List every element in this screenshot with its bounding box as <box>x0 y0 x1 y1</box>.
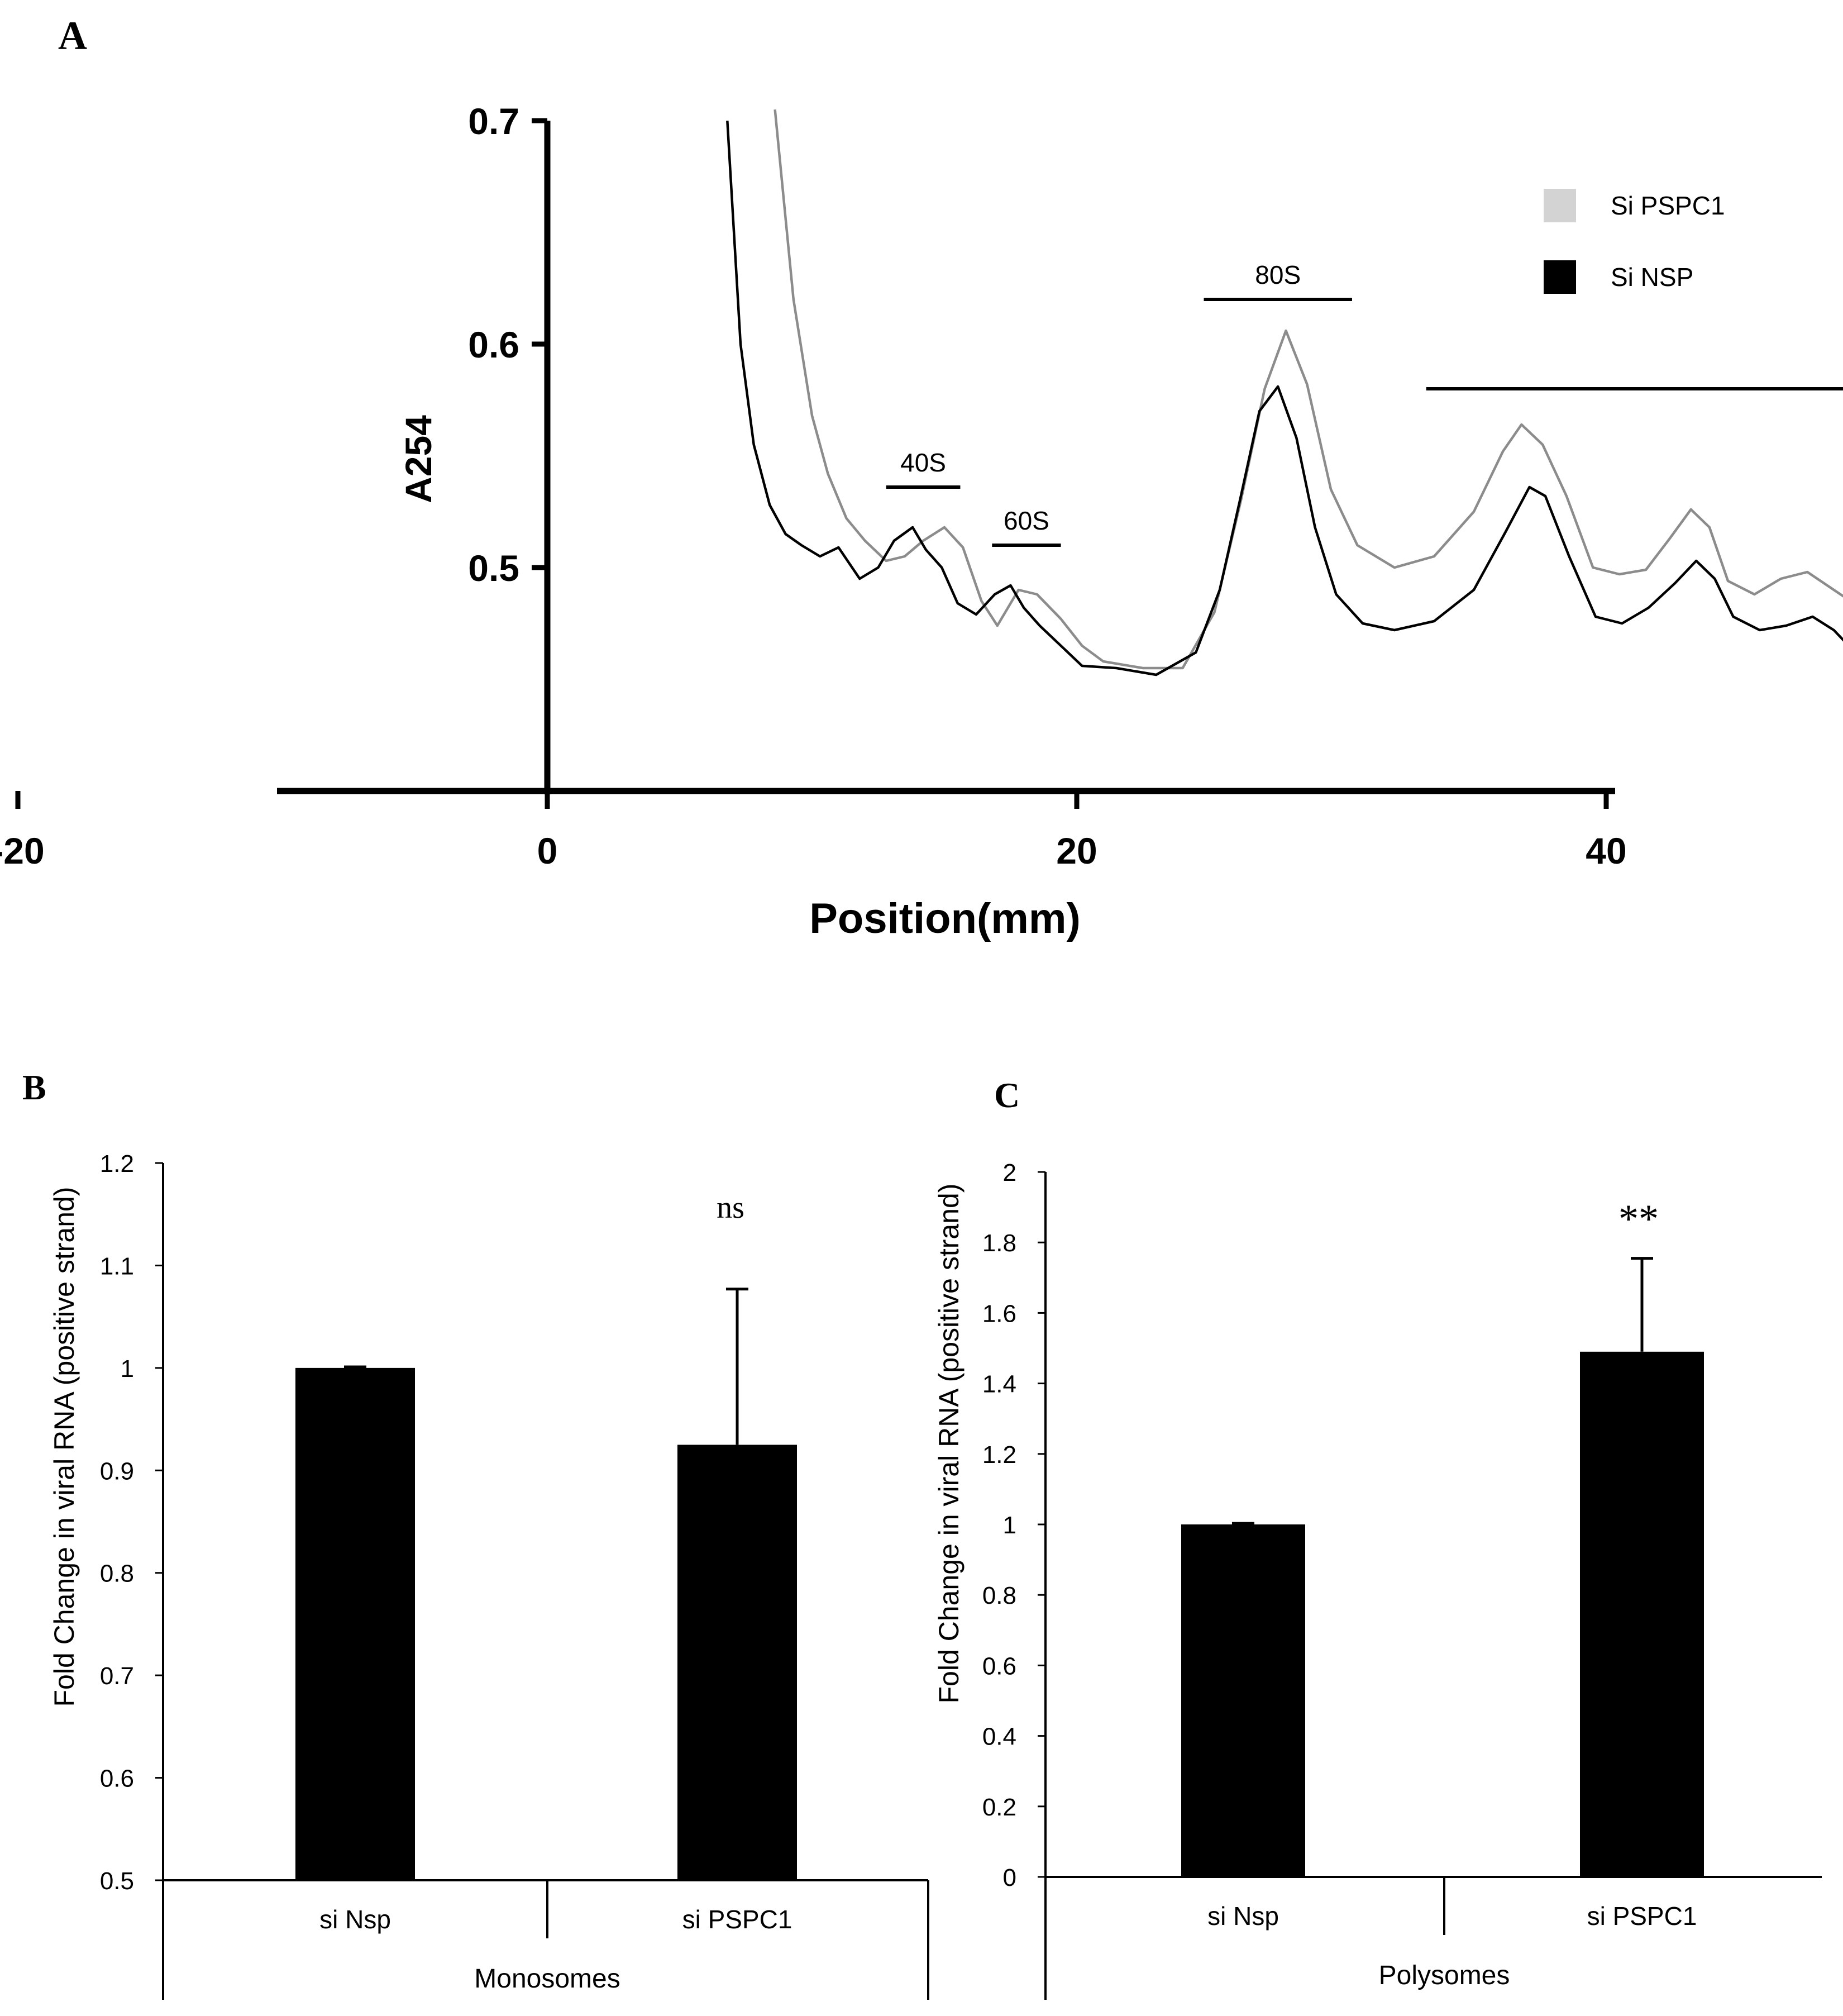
panel-c-y-tick-label-2: 0.4 <box>982 1723 1016 1751</box>
panel-c-y-tick-label-10: 2 <box>1003 1159 1016 1186</box>
panel-c-bar-0 <box>1181 1524 1305 1877</box>
panel-b-y-tick-label-0: 0.5 <box>100 1867 134 1895</box>
panel-a-annotation-label-0: 40S <box>900 448 946 477</box>
panel-b-y-tick-label-4: 0.9 <box>100 1457 134 1485</box>
panel-label-c: C <box>994 1075 1020 1115</box>
panel-a-legend-swatch-1 <box>1544 260 1576 294</box>
panel-a-x-axis-label: Position(mm) <box>809 895 1081 942</box>
panel-a-line-chart: 0.50.60.7 -20020406080 A254 Position(mm)… <box>0 101 1843 942</box>
panel-c-y-tick-label-4: 0.8 <box>982 1582 1016 1609</box>
panel-c-group-label: Polysomes <box>1379 1961 1510 1990</box>
panel-b-y-tick-label-3: 0.8 <box>100 1560 134 1588</box>
panel-a-legend-label-1: Si NSP <box>1611 263 1693 292</box>
panel-a-y-tick-label-0: 0.5 <box>468 547 519 589</box>
panel-b-y-axis-label: Fold Change in viral RNA (positive stran… <box>49 1187 80 1707</box>
panel-c-category-label-1: si PSPC1 <box>1587 1901 1697 1931</box>
panel-a-y-ticks: 0.5 0.6 0.7 <box>468 101 547 589</box>
panel-a-y-axis-label: A254 <box>398 415 439 503</box>
panel-b-y-ticks: 0.5 0.6 0.7 0.8 0.9 1 1.1 1.2 <box>100 1150 163 1895</box>
panel-a-legend: Si PSPC1 Si NSP <box>1544 189 1725 294</box>
panel-c-y-tick-label-0: 0 <box>1003 1864 1016 1891</box>
panel-b-bar-0 <box>295 1367 415 1880</box>
panel-c-bar-1 <box>1580 1351 1704 1877</box>
panel-c-bars <box>1181 1257 1704 1877</box>
panel-b-y-tick-label-7: 1.2 <box>100 1150 134 1178</box>
panel-c-significance: ** <box>1618 1197 1659 1241</box>
panel-c-y-tick-label-7: 1.4 <box>982 1371 1016 1398</box>
panel-a-x-tick-label-2: 20 <box>1056 830 1097 871</box>
panel-a-series-line-0 <box>774 109 1843 670</box>
panel-c-y-tick-label-8: 1.6 <box>982 1300 1016 1327</box>
panel-c-bar-chart: Fold Change in viral RNA (positive stran… <box>933 1159 1822 2000</box>
panel-a-annotation-label-1: 60S <box>1004 506 1049 535</box>
panel-b-group-label: Monosomes <box>474 1964 620 1994</box>
panel-b-category-label-0: si Nsp <box>319 1905 391 1934</box>
panel-a-y-tick-label-1: 0.6 <box>468 324 519 365</box>
panel-a-legend-label-0: Si PSPC1 <box>1611 191 1725 220</box>
panel-a-series-line-1 <box>726 120 1843 676</box>
panel-c-y-axis-label: Fold Change in viral RNA (positive stran… <box>933 1184 965 1704</box>
panel-a-series <box>726 109 1843 676</box>
panel-c-y-tick-label-9: 1.8 <box>982 1229 1016 1257</box>
panel-a-annotation-label-2: 80S <box>1255 260 1301 289</box>
panel-c-y-tick-label-1: 0.2 <box>982 1794 1016 1821</box>
panel-a-x-ticks: -20020406080 <box>0 791 1627 871</box>
panel-a-annotations: 40S60S80SPolysomes <box>886 260 1843 547</box>
panel-b-y-tick-label-6: 1.1 <box>100 1252 134 1280</box>
panel-a-x-tick-label-0: -20 <box>0 830 45 871</box>
panel-b-bars <box>295 1288 797 1880</box>
panel-a-legend-swatch-0 <box>1544 189 1576 222</box>
panel-c-category-label-0: si Nsp <box>1207 1901 1279 1931</box>
panel-b-bar-1 <box>677 1445 797 1880</box>
panel-a-x-tick-label-1: 0 <box>537 830 558 871</box>
panel-c-y-tick-label-5: 1 <box>1003 1512 1016 1539</box>
panel-label-a: A <box>58 13 87 58</box>
panel-b-category-label-1: si PSPC1 <box>682 1905 792 1934</box>
panel-c-y-ticks: 0 0.2 0.4 0.6 0.8 1 1.2 1.4 1.6 1.8 2 <box>982 1159 1045 1891</box>
panel-label-b: B <box>22 1067 46 1107</box>
panel-c-y-tick-label-6: 1.2 <box>982 1441 1016 1469</box>
panel-b-y-tick-label-5: 1 <box>121 1355 134 1383</box>
panel-b-y-tick-label-1: 0.6 <box>100 1765 134 1793</box>
panel-b-bar-chart: Fold Change in viral RNA (positive stran… <box>49 1150 929 2000</box>
panel-c-y-tick-label-3: 0.6 <box>982 1652 1016 1680</box>
panel-b-y-tick-label-2: 0.7 <box>100 1662 134 1690</box>
panel-a-y-tick-label-2: 0.7 <box>468 101 519 142</box>
panel-a-x-tick-label-3: 40 <box>1586 830 1626 871</box>
panel-b-significance: ns <box>717 1190 744 1225</box>
